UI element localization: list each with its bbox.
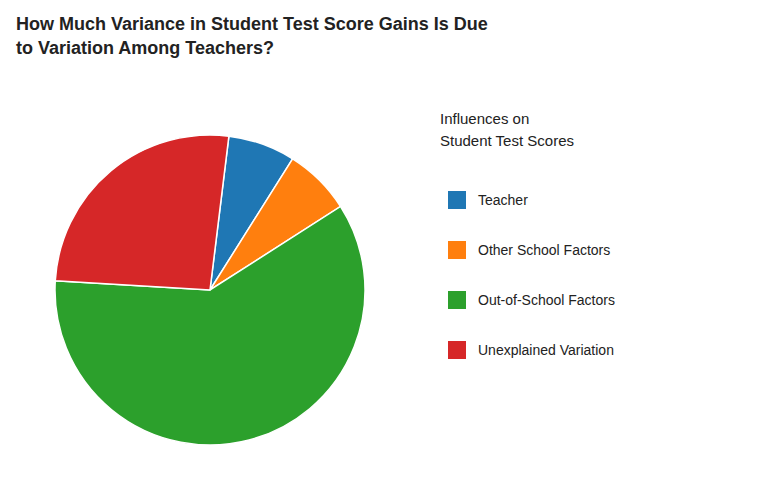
title: How Much Variance in Student Test Score …: [16, 14, 488, 58]
chart: How Much Variance in Student Test Score …: [0, 0, 768, 479]
legend-swatch: [448, 241, 466, 259]
legend-item: Out-of-School Factors: [448, 291, 615, 309]
legend-item: Unexplained Variation: [448, 341, 614, 359]
legend-label: Teacher: [478, 192, 528, 208]
pie-slice: [55, 135, 229, 290]
legend-label: Unexplained Variation: [478, 342, 614, 358]
legend: Influences onStudent Test Scores Teacher O…: [440, 110, 615, 359]
legend-title: Influences onStudent Test Scores: [440, 110, 574, 149]
legend-swatch: [448, 291, 466, 309]
legend-swatch: [448, 191, 466, 209]
legend-swatch: [448, 341, 466, 359]
pie: [55, 135, 365, 445]
legend-label: Other School Factors: [478, 242, 610, 258]
legend-item: Other School Factors: [448, 241, 610, 259]
legend-label: Out-of-School Factors: [478, 292, 615, 308]
legend-item: Teacher: [448, 191, 528, 209]
